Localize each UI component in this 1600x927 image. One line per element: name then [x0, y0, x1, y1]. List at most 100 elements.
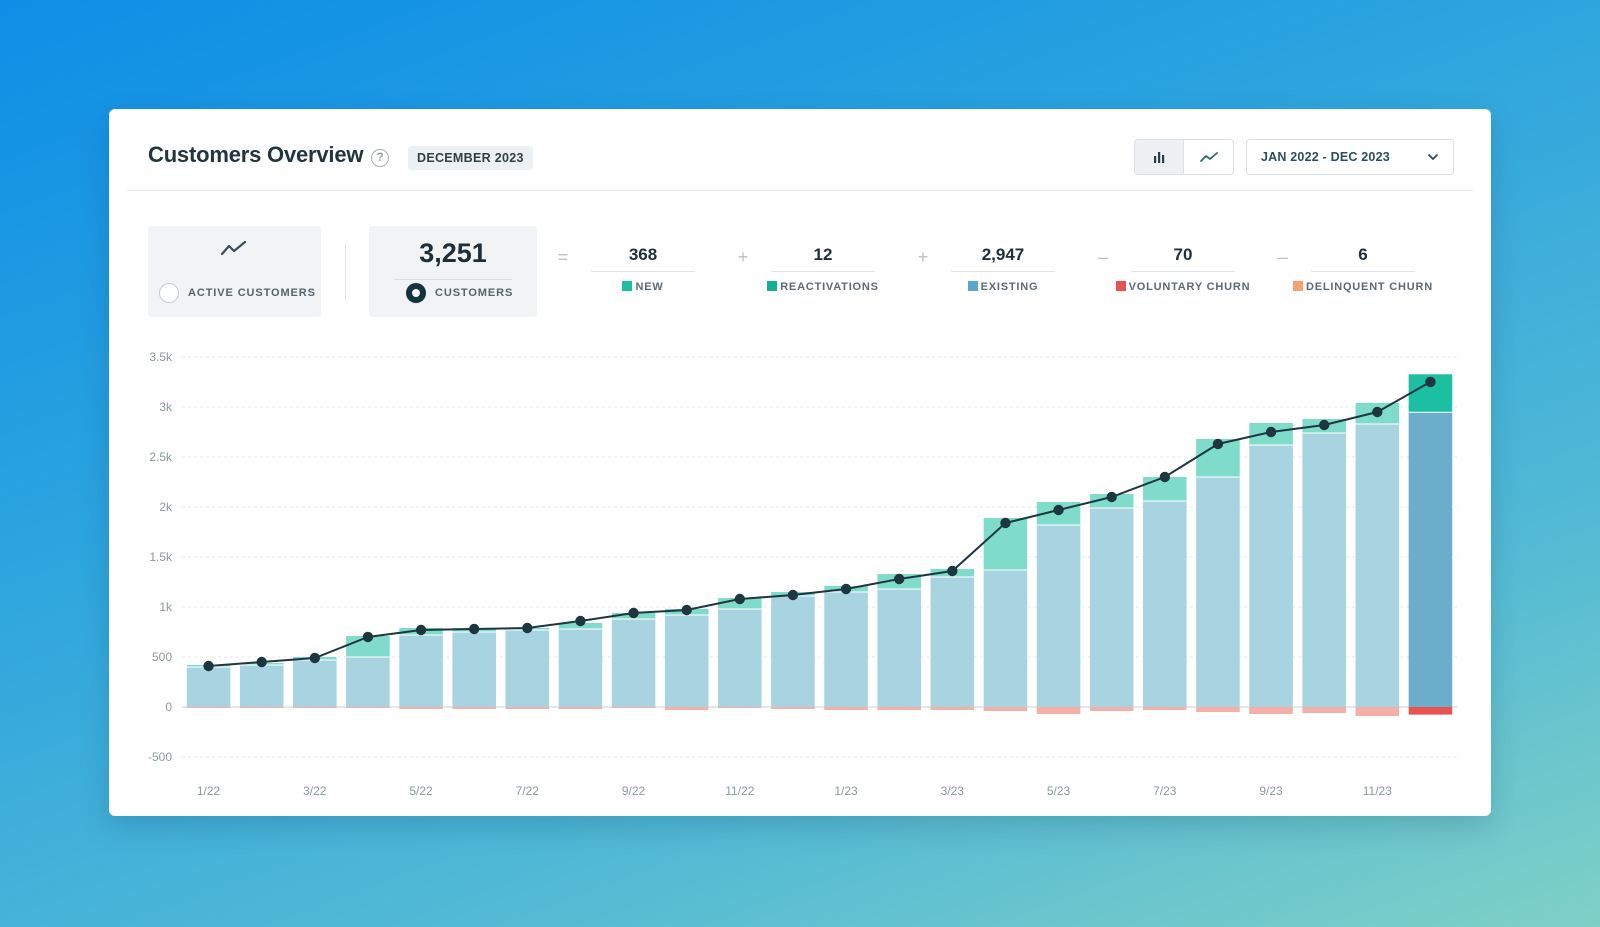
existing-bar: [186, 667, 231, 707]
minus-operator: –: [1277, 247, 1288, 267]
customers-point: [893, 573, 905, 585]
churn-bar: [664, 707, 709, 710]
existing-bar: [1249, 445, 1293, 707]
churn-bar: [771, 707, 815, 709]
customers-point: [734, 593, 746, 605]
header-divider: [127, 190, 1473, 191]
new-label: NEW: [635, 281, 664, 293]
y-tick-label: 3.5k: [149, 350, 173, 364]
existing-bar: [877, 589, 921, 707]
voluntary-churn-swatch: [1115, 281, 1126, 291]
reactivations-value: 12: [813, 245, 833, 264]
date-range-select[interactable]: JAN 2022 - DEC 2023: [1246, 139, 1454, 175]
churn-bar: [1355, 707, 1400, 716]
customers-point: [1265, 426, 1277, 438]
page-title: Customers Overview: [148, 142, 364, 167]
existing-bar: [452, 632, 496, 707]
customers-radio[interactable]: [406, 283, 426, 303]
churn-bar: [1302, 707, 1346, 713]
churn-bar: [558, 707, 603, 709]
churn-bar: [1249, 707, 1293, 714]
y-tick-label: 3k: [159, 400, 173, 414]
chevron-down-icon: [1428, 154, 1438, 160]
existing-swatch: [967, 281, 978, 291]
customers-point: [522, 622, 533, 634]
y-tick-label: 2.5k: [149, 450, 173, 464]
churn-bar: [718, 707, 762, 708]
customers-overview-card: Customers Overview ? DECEMBER 2023 JAN 2…: [109, 109, 1491, 816]
customers-point: [947, 565, 958, 577]
date-range-value: JAN 2022 - DEC 2023: [1261, 150, 1390, 164]
chart-svg: -500 0 500 1k 1.5k 2k 2.5k 3k 3.5k 1/22 3/22 5/22 7/…: [148, 350, 1457, 798]
delinquent-churn-underline: [1311, 271, 1415, 272]
bar-chart-icon: [1154, 152, 1165, 163]
active-customers-label: ACTIVE CUSTOMERS: [188, 287, 316, 299]
existing-bar: [983, 570, 1028, 707]
voluntary-churn-label: VOLUNTARY CHURN: [1128, 281, 1251, 293]
help-icon[interactable]: ?: [371, 149, 389, 167]
reactivations-metric: 12 REACTIVATIONS: [743, 243, 903, 293]
view-toggle: [1134, 139, 1234, 175]
churn-bar: [1143, 707, 1187, 710]
active-customers-option[interactable]: ACTIVE CUSTOMERS: [148, 226, 321, 317]
existing-bar: [239, 665, 284, 707]
y-tick-label: 1.5k: [149, 550, 173, 564]
equals-operator: =: [557, 247, 569, 267]
churn-bar: [1408, 707, 1453, 715]
new-value: 368: [628, 245, 658, 264]
delinquent-churn-label: DELINQUENT CHURN: [1305, 281, 1434, 293]
churn-bar: [930, 707, 975, 710]
customers-option[interactable]: 3,251 CUSTOMERS: [369, 226, 537, 317]
new-underline: [591, 271, 695, 272]
delinquent-churn-metric: 6 DELINQUENT CHURN: [1283, 243, 1443, 293]
customers-point: [840, 583, 852, 595]
x-tick-label: 3/22: [303, 784, 327, 798]
customers-point: [468, 623, 480, 635]
period-badge: DECEMBER 2023: [408, 146, 533, 170]
existing-bar: [505, 630, 550, 707]
y-tick-label: 0: [165, 700, 172, 714]
x-tick-label: 1/23: [834, 784, 858, 798]
plus-operator: +: [917, 247, 929, 267]
x-tick-label: 7/23: [1153, 784, 1177, 798]
customers-point: [1159, 471, 1171, 483]
churn-bar: [399, 707, 443, 709]
x-tick-label: 5/23: [1047, 784, 1071, 798]
existing-bar: [1408, 412, 1453, 707]
customers-point: [256, 656, 267, 668]
churn-bar: [1089, 707, 1134, 711]
customers-line: [208, 381, 1431, 667]
y-tick-label: -500: [148, 750, 172, 764]
line-view-button[interactable]: [1184, 140, 1233, 174]
existing-bar: [664, 615, 709, 707]
churn-bar: [452, 707, 496, 709]
existing-legend: EXISTING: [923, 281, 1083, 293]
x-tick-label: 11/23: [1363, 784, 1392, 798]
customers-underline: [394, 279, 512, 280]
voluntary-churn-value: 70: [1173, 245, 1193, 264]
x-tick-label: 7/22: [516, 784, 540, 798]
customers-point: [309, 652, 321, 664]
new-metric: 368 NEW: [563, 243, 723, 293]
customers-point: [787, 589, 799, 601]
reactivations-underline: [771, 271, 875, 272]
x-tick-label: 1/22: [197, 784, 221, 798]
existing-bar: [399, 635, 443, 707]
existing-bar: [1036, 525, 1081, 707]
customers-point: [1372, 406, 1383, 418]
existing-bar: [824, 592, 868, 707]
existing-bar: [771, 596, 815, 707]
y-tick-label: 1k: [159, 600, 173, 614]
voluntary-churn-metric: 70 VOLUNTARY CHURN: [1103, 243, 1263, 293]
churn-bar: [877, 707, 921, 710]
bar-view-button[interactable]: [1135, 140, 1184, 174]
existing-bar: [293, 660, 337, 707]
delinquent-churn-value: 6: [1358, 245, 1368, 264]
reactivations-legend: REACTIVATIONS: [743, 281, 903, 293]
reactivations-swatch: [767, 281, 778, 291]
customers-value: 3,251: [419, 238, 487, 268]
customers-label: CUSTOMERS: [435, 287, 514, 299]
y-tick-label: 500: [152, 650, 172, 664]
churn-bar: [1036, 707, 1081, 714]
active-customers-radio[interactable]: [159, 283, 179, 303]
